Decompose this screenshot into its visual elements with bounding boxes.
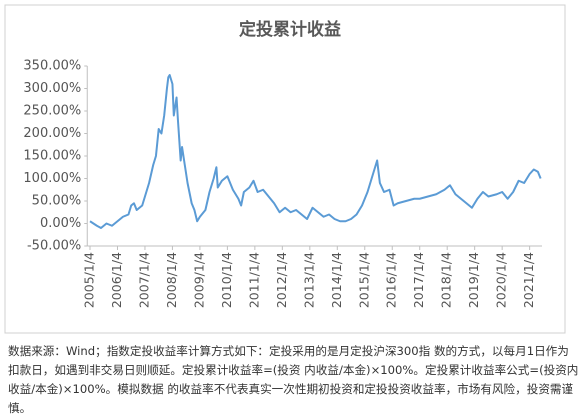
x-tick-label: 2010/1/4 [219, 252, 234, 308]
x-tick-label: 2018/1/4 [439, 252, 454, 308]
x-tick-label: 2021/1/4 [521, 252, 536, 308]
x-tick-label: 2020/1/4 [494, 252, 509, 308]
y-tick-label: 150.00% [23, 149, 81, 164]
x-tick-label: 2006/1/4 [109, 252, 124, 308]
x-tick-label: 2008/1/4 [164, 252, 179, 308]
x-tick-label: 2019/1/4 [466, 252, 481, 308]
x-tick-label: 2015/1/4 [356, 252, 371, 308]
y-tick-label: 50.00% [32, 194, 82, 209]
y-tick-label: 250.00% [23, 104, 81, 119]
x-tick-label: 2007/1/4 [136, 252, 151, 308]
y-tick-label: -50.00% [27, 239, 81, 254]
y-tick-label: 100.00% [23, 171, 81, 186]
chart: 定投累计收益 -50.00% 0.00% 50.00% 100.00% 150.00% 2… [4, 4, 566, 334]
x-tick-label: 2016/1/4 [384, 252, 399, 308]
x-tick-label: 2012/1/4 [274, 252, 289, 308]
y-tick-label: 350.00% [23, 59, 81, 74]
y-tick-label: 200.00% [23, 126, 81, 141]
x-tick-label: 2014/1/4 [329, 252, 344, 308]
chart-frame [4, 4, 566, 334]
y-tick-label: 0.00% [40, 216, 81, 231]
y-tick-label: 300.00% [23, 81, 81, 96]
data-line [89, 74, 542, 229]
chart-title: 定投累计收益 [239, 19, 341, 40]
x-tick-label: 2011/1/4 [246, 252, 261, 308]
x-tick-label: 2017/1/4 [411, 252, 426, 308]
x-tick-label: 2005/1/4 [81, 252, 96, 308]
caption: 数据来源：Wind；指数定投收益率计算方式如下：定投采用的是月定投沪深300指 … [8, 344, 579, 415]
x-tick-label: 2013/1/4 [301, 252, 316, 308]
x-tick-label: 2009/1/4 [191, 252, 206, 308]
